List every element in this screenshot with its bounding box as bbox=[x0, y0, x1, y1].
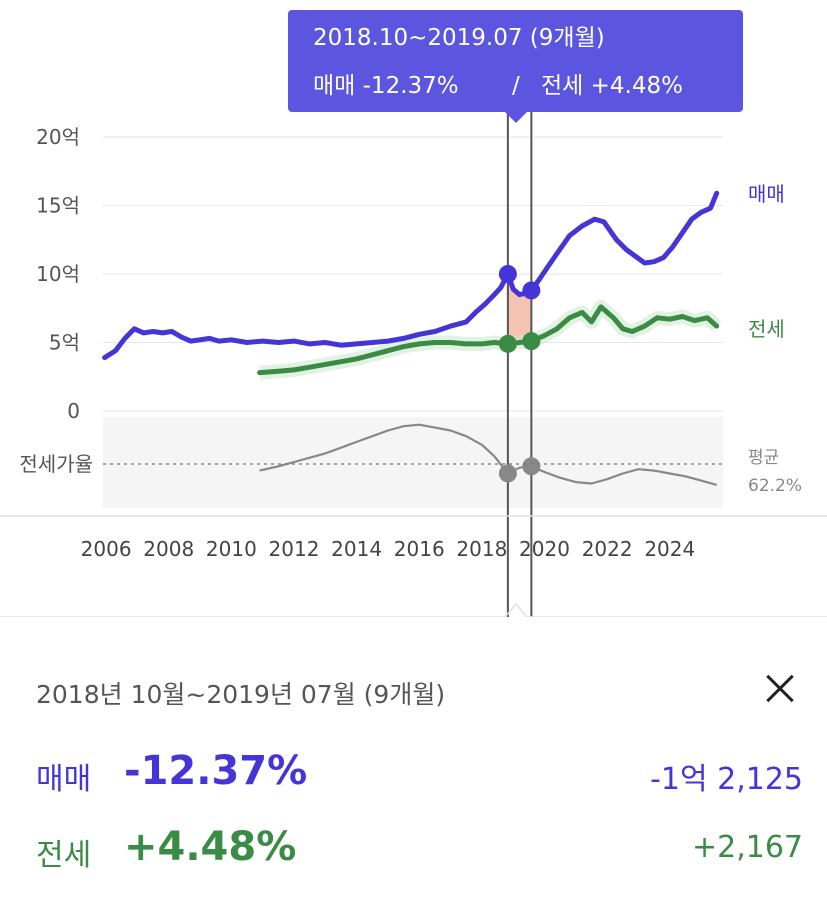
x-tick-label: 2012 bbox=[269, 537, 320, 561]
y-tick-label: 10억 bbox=[36, 262, 80, 286]
marker-sale bbox=[498, 265, 517, 283]
detail-jeonse-amount: +2,167 bbox=[691, 830, 803, 865]
x-tick-label: 2008 bbox=[143, 537, 194, 561]
detail-panel: 2018년 10월~2019년 07월 (9개월) 매매 -12.37% -1억… bbox=[0, 617, 827, 912]
x-tick-label: 2016 bbox=[394, 537, 445, 561]
marker-ratio bbox=[498, 464, 517, 483]
series-label-jeonse: 전세 bbox=[748, 317, 785, 341]
x-tick-label: 2024 bbox=[644, 537, 695, 561]
tooltip: 2018.10~2019.07 (9개월) 매매 -12.37% / 전세 +4… bbox=[288, 10, 743, 123]
marker-sale bbox=[522, 281, 541, 300]
detail-jeonse-pct: +4.48% bbox=[124, 824, 297, 870]
marker-jeonse bbox=[522, 332, 541, 351]
x-tick-label: 2020 bbox=[519, 537, 570, 561]
x-tick-label: 2018 bbox=[456, 537, 507, 561]
detail-sale-pct: -12.37% bbox=[124, 748, 308, 794]
tooltip-sale: 매매 -12.37% bbox=[313, 73, 459, 99]
price-chart[interactable]: 20억 15억 10억 5억 0 2006 2008 2010 2012 2014 2016 201… bbox=[0, 0, 827, 617]
marker-layer bbox=[498, 265, 541, 483]
y-tick-label: 0 bbox=[67, 399, 80, 423]
tooltip-period: 2018.10~2019.07 (9개월) bbox=[313, 25, 605, 51]
ratio-average-label: 평균 bbox=[748, 448, 779, 468]
panel-divider bbox=[0, 602, 827, 617]
tooltip-pointer bbox=[505, 112, 527, 123]
detail-sale-amount: -1억 2,125 bbox=[650, 762, 803, 797]
tooltip-box bbox=[288, 10, 743, 112]
y-axis-ticks: 20억 15억 10억 5억 0 bbox=[36, 125, 80, 423]
x-tick-label: 2022 bbox=[582, 537, 633, 561]
marker-jeonse bbox=[498, 334, 517, 353]
close-icon[interactable] bbox=[758, 667, 802, 711]
detail-sale-label: 매매 bbox=[36, 762, 92, 797]
marker-ratio bbox=[522, 457, 541, 476]
x-axis-ticks: 2006 2008 2010 2012 2014 2016 2018 2020 2022 2024 bbox=[81, 537, 696, 561]
y-tick-label: 5억 bbox=[49, 331, 80, 355]
x-tick-label: 2006 bbox=[81, 537, 132, 561]
series-label-sale: 매매 bbox=[748, 182, 785, 206]
grid-lines bbox=[103, 136, 723, 412]
series-line-sale bbox=[102, 190, 720, 361]
ratio-label: 전세가율 bbox=[19, 452, 93, 476]
detail-jeonse-label: 전세 bbox=[36, 838, 92, 873]
detail-period: 2018년 10월~2019년 07월 (9개월) bbox=[36, 680, 446, 709]
series-layer bbox=[102, 190, 722, 486]
x-tick-label: 2010 bbox=[206, 537, 257, 561]
ratio-band bbox=[103, 417, 723, 508]
ratio-average-value: 62.2% bbox=[748, 476, 802, 496]
tooltip-jeonse: 전세 +4.48% bbox=[541, 73, 683, 99]
tooltip-separator: / bbox=[512, 73, 520, 99]
y-tick-label: 15억 bbox=[36, 194, 80, 218]
y-tick-label: 20억 bbox=[36, 125, 80, 149]
series-line-ratio bbox=[259, 423, 717, 486]
series-line-jeonse bbox=[257, 304, 720, 376]
x-tick-label: 2014 bbox=[331, 537, 382, 561]
